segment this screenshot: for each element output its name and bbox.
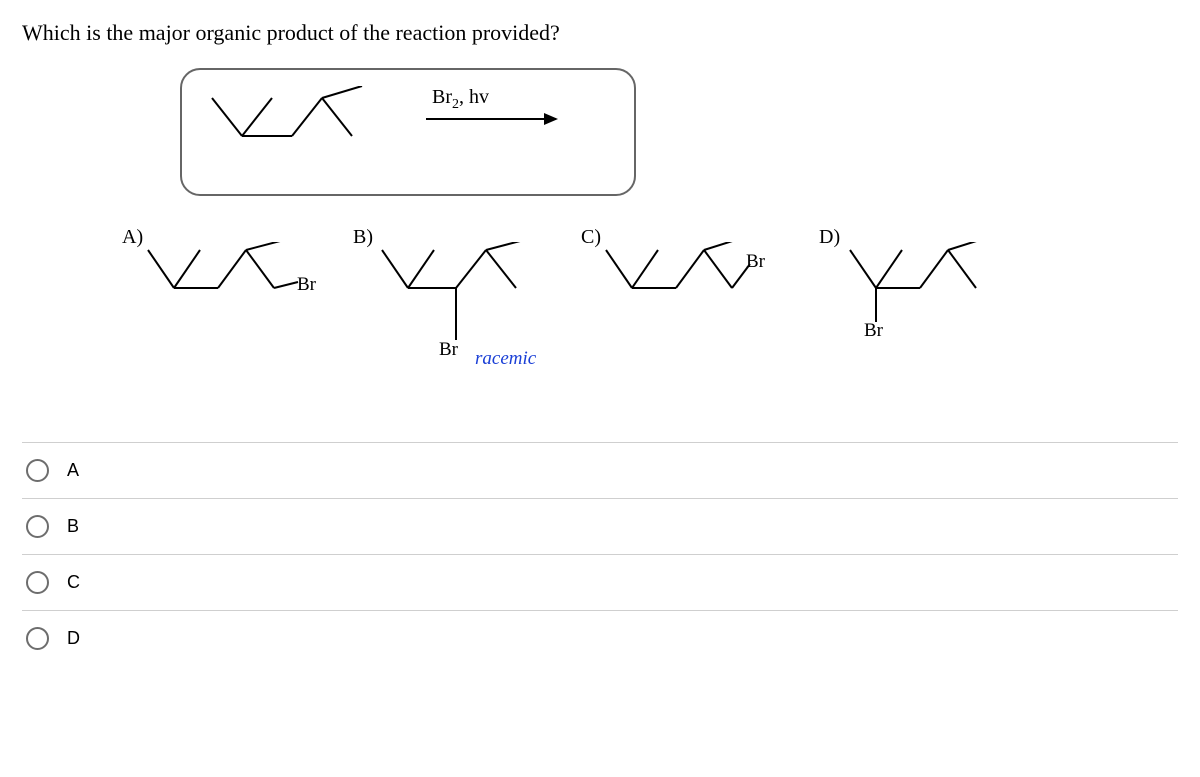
racemic-label: racemic xyxy=(475,348,536,370)
radio-icon xyxy=(26,459,49,482)
answer-label: A xyxy=(67,460,79,481)
structure-c xyxy=(598,242,798,322)
br-label-b: Br xyxy=(439,339,458,361)
starting-material xyxy=(202,86,402,176)
answer-label: C xyxy=(67,572,80,593)
br-label-d: Br xyxy=(864,320,883,342)
radio-icon xyxy=(26,515,49,538)
br-label-a: Br xyxy=(297,274,316,296)
option-label-d: D) xyxy=(819,226,840,249)
radio-icon xyxy=(26,571,49,594)
answer-label: B xyxy=(67,516,79,537)
answer-row-d[interactable]: D xyxy=(22,610,1178,666)
structure-b xyxy=(374,242,574,362)
answer-row-a[interactable]: A xyxy=(22,442,1178,498)
answer-label: D xyxy=(67,628,80,649)
br-label-c: Br xyxy=(746,251,765,273)
question-text: Which is the major organic product of th… xyxy=(22,18,1178,48)
option-label-b: B) xyxy=(353,226,373,249)
radio-icon xyxy=(26,627,49,650)
reaction-arrow xyxy=(426,118,556,120)
answer-row-c[interactable]: C xyxy=(22,554,1178,610)
answer-list: A B C D xyxy=(22,442,1178,666)
answer-row-b[interactable]: B xyxy=(22,498,1178,554)
figure-area: Br2, hv A) B) C) D) Br Br racemic Br xyxy=(22,62,1122,402)
reagent-label: Br2, hv xyxy=(432,86,489,113)
structure-a xyxy=(140,242,320,322)
